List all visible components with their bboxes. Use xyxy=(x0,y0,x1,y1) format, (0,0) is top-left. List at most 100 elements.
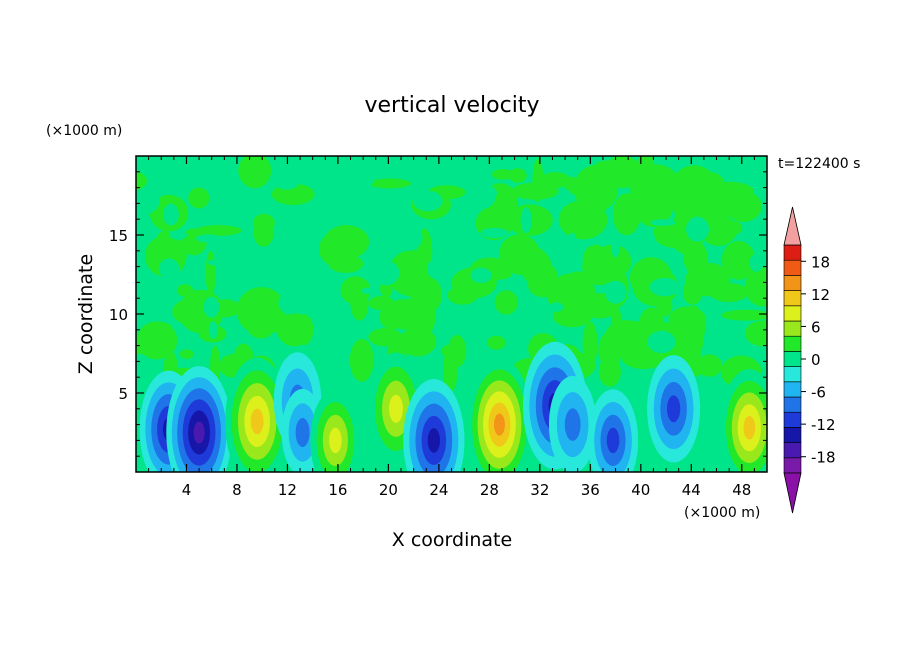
weak-updraft-patch xyxy=(180,228,207,256)
weak-updraft-patch xyxy=(205,250,216,295)
weak-updraft-patch xyxy=(276,312,312,347)
x-tick-label: 16 xyxy=(328,481,347,499)
colorbar-tick-label: -12 xyxy=(811,416,836,434)
colorbar-segment xyxy=(783,381,802,398)
neutral-patch xyxy=(208,321,218,339)
colorbar-segment xyxy=(783,366,802,383)
weak-updraft-patch xyxy=(632,180,674,227)
weak-updraft-patch xyxy=(744,267,767,307)
weak-updraft-patch xyxy=(447,334,467,368)
weak-updraft-patch xyxy=(582,321,598,367)
colorbar-segment xyxy=(783,411,802,428)
x-unit-label: (×1000 m) xyxy=(684,505,760,521)
y-tick-label: 5 xyxy=(118,385,128,403)
weak-updraft-patch xyxy=(350,286,369,321)
neutral-patch xyxy=(685,216,710,242)
weak-updraft-patch xyxy=(195,225,242,236)
neutral-patch xyxy=(331,287,341,303)
neutral-patch xyxy=(749,253,764,272)
x-tick-label: 24 xyxy=(429,481,448,499)
weak-updraft-patch xyxy=(731,355,746,375)
colorbar-segment xyxy=(783,275,802,291)
weak-updraft-patch xyxy=(491,169,515,180)
weak-updraft-patch xyxy=(441,344,455,358)
weak-updraft-patch xyxy=(153,322,172,333)
neutral-patch xyxy=(426,257,453,281)
weak-updraft-patch xyxy=(725,220,743,235)
updraft-cell xyxy=(743,416,756,440)
weak-updraft-patch xyxy=(349,338,374,382)
neutral-patch xyxy=(394,223,423,251)
neutral-patch xyxy=(163,203,179,226)
weak-updraft-patch xyxy=(604,319,648,356)
neutral-patch xyxy=(272,167,301,190)
colorbar-segment xyxy=(783,244,802,261)
weak-updraft-patch xyxy=(494,290,519,315)
weak-updraft-patch xyxy=(179,349,194,360)
neutral-patch xyxy=(649,277,680,297)
neutral-patch xyxy=(350,162,375,190)
colorbar: 18 12 6 0 -6 -12 -18 xyxy=(783,206,836,514)
downdraft-cell xyxy=(606,427,620,454)
neutral-patch xyxy=(278,291,303,315)
colorbar-segment xyxy=(783,457,802,474)
x-tick-label: 36 xyxy=(581,481,600,499)
x-tick-label: 4 xyxy=(182,481,192,499)
colorbar-segment xyxy=(783,305,802,322)
colorbar-segment xyxy=(783,351,802,367)
x-tick-label: 32 xyxy=(530,481,549,499)
y-tick-label: 10 xyxy=(109,306,128,324)
x-tick-label: 20 xyxy=(379,481,398,499)
colorbar-segment xyxy=(783,396,802,413)
weak-updraft-patch xyxy=(136,172,147,190)
weak-updraft-patch xyxy=(568,203,591,223)
weak-updraft-patch xyxy=(499,234,540,274)
downdraft-cell xyxy=(427,428,440,453)
x-tick-label: 8 xyxy=(232,481,242,499)
downdraft-cell xyxy=(193,421,205,444)
colorbar-tick-label: 0 xyxy=(811,351,821,369)
weak-updraft-patch xyxy=(368,295,395,311)
neutral-patch xyxy=(520,304,549,333)
neutral-patch xyxy=(568,232,577,246)
weak-updraft-patch xyxy=(582,249,618,286)
x-axis-label: X coordinate xyxy=(392,529,512,551)
colorbar-tick-label: 18 xyxy=(811,253,830,271)
weak-updraft-patch xyxy=(246,312,276,339)
neutral-patch xyxy=(187,267,197,281)
neutral-patch xyxy=(611,238,620,258)
weak-updraft-patch xyxy=(589,160,623,194)
updraft-cell xyxy=(388,394,403,423)
weak-updraft-patch xyxy=(511,182,559,200)
y-axis: 5 10 15 xyxy=(109,171,767,457)
weak-updraft-patch xyxy=(487,335,506,350)
colorbar-segment xyxy=(783,427,802,443)
weak-updraft-patch xyxy=(172,299,208,325)
colorbar-under-arrow xyxy=(783,472,802,514)
downdraft-cell xyxy=(666,395,681,423)
neutral-patch xyxy=(559,189,572,202)
neutral-patch xyxy=(731,329,744,337)
colorbar-tick-label: 6 xyxy=(811,318,821,336)
neutral-patch xyxy=(480,227,509,239)
time-label: t=122400 s xyxy=(778,156,860,172)
x-tick-label: 40 xyxy=(631,481,650,499)
neutral-patch xyxy=(650,219,676,226)
weak-updraft-patch xyxy=(410,275,442,314)
neutral-patch xyxy=(203,296,220,318)
colorbar-tick-label: -6 xyxy=(811,384,826,402)
weak-updraft-patch xyxy=(447,285,478,305)
updraft-cell xyxy=(329,427,342,454)
chart-title: vertical velocity xyxy=(364,93,539,118)
weak-updraft-patch xyxy=(368,178,412,189)
weak-updraft-patch xyxy=(709,283,749,303)
neutral-patch xyxy=(300,224,319,232)
x-tick-label: 12 xyxy=(278,481,297,499)
neutral-patch xyxy=(207,259,227,266)
neutral-patch xyxy=(360,287,378,295)
neutral-patch xyxy=(304,264,330,286)
downdraft-cell xyxy=(295,417,310,448)
colorbar-tick-label: -18 xyxy=(811,449,836,467)
colorbar-segment xyxy=(783,442,802,459)
weak-updraft-patch xyxy=(682,279,703,305)
